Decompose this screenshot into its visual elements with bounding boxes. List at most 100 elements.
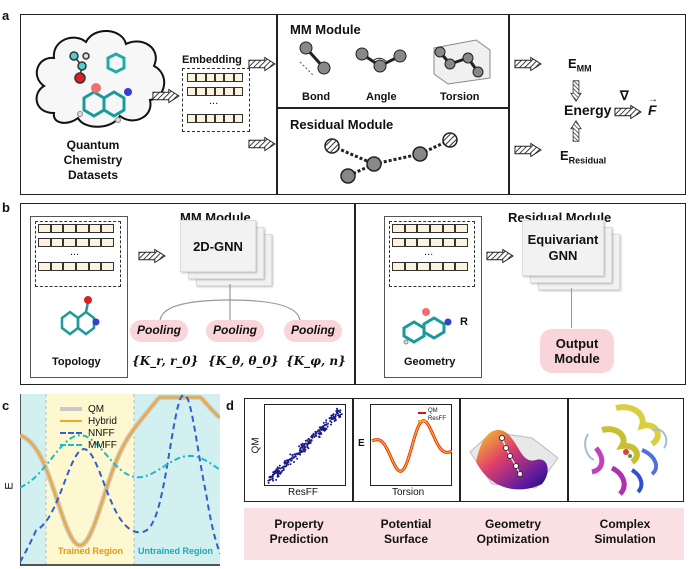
residual-module-title: Residual Module [290, 117, 394, 132]
scatter-point [269, 478, 271, 481]
embedding-row [392, 238, 469, 247]
torsion-legend-qm: QM [428, 408, 438, 414]
protein-complex-icon [584, 404, 668, 496]
scatter-point [275, 478, 278, 481]
e-residual-label: EResidual [560, 148, 606, 166]
residual-chain-icon [324, 132, 458, 184]
legend-item-hybrid: Hybrid [60, 416, 117, 428]
chart-legend: QM Hybrid NNFF MMFF [60, 404, 117, 452]
scatter-point [299, 447, 302, 450]
legend-label-qm: QM [88, 404, 105, 415]
angle-params: {K_θ, θ_0} [208, 354, 279, 368]
residual-connector [571, 288, 573, 328]
scatter-point [304, 439, 307, 442]
e-res-sub: Residual [568, 155, 607, 166]
bond-params: {K_r, r_0} [132, 354, 199, 368]
up-arrow-icon [570, 120, 582, 142]
scatter-point [307, 437, 310, 440]
scatter-point [304, 442, 307, 445]
embedding-row [38, 238, 115, 247]
mmff-curve [20, 434, 220, 489]
nnff-curve [20, 394, 220, 563]
scatter-point [289, 453, 292, 456]
panel-d-div1 [352, 398, 354, 502]
caption-geometry-optimization: Geometry Optimization [476, 517, 550, 546]
pooling-tree-lines [159, 284, 301, 323]
scatter-point [278, 472, 281, 475]
mm-term-torsion: Torsion [440, 91, 480, 103]
scatter-point [279, 467, 282, 470]
angle-icon [355, 47, 407, 73]
down-arrow-icon [570, 80, 582, 102]
scatter-point [289, 463, 292, 466]
output-module-box [540, 329, 614, 373]
scatter-point [276, 466, 279, 469]
scatter-point [339, 409, 342, 412]
scatter-point [293, 455, 296, 458]
scatter-point [272, 479, 275, 482]
scatter-point [284, 460, 286, 462]
caption-property-prediction: Property Prediction [269, 517, 329, 546]
panel-a-divider-1 [276, 14, 278, 195]
scatter-point [273, 471, 276, 474]
scatter-point [269, 475, 272, 478]
energy-label: Energy [564, 102, 612, 118]
pooling-box-bond [130, 320, 188, 342]
scatter-point [303, 445, 306, 448]
topology-label: Topology [52, 356, 101, 368]
mm-module-title: MM Module [290, 22, 361, 37]
scatter-point [287, 463, 290, 466]
scatter-ylabel: QM [250, 437, 262, 454]
scatter-point [290, 457, 293, 460]
scatter-point [328, 417, 331, 420]
scatter-point [306, 445, 309, 448]
legend-label-hybrid: Hybrid [88, 416, 117, 427]
scatter-point [322, 421, 325, 424]
legend-label-nnff: NNFF [88, 428, 115, 439]
scatter-point [320, 432, 323, 435]
scatter-point [278, 464, 281, 467]
scatter-point [307, 447, 310, 450]
scatter-point [315, 434, 318, 437]
force-label: → F [648, 94, 658, 118]
topology-molecule-icon [60, 296, 100, 336]
arrow-icon [248, 136, 276, 152]
panel-d-label: d [226, 398, 234, 413]
scatter-point [271, 477, 274, 480]
scatter-point [284, 461, 287, 464]
nabla-symbol: ∇ [620, 88, 629, 103]
scatter-point [339, 411, 342, 414]
embedding-label: Embedding [182, 54, 242, 66]
scatter-point [281, 466, 283, 469]
legend-label-mmff: MMFF [88, 440, 117, 451]
scatter-point [287, 461, 290, 464]
scatter-plot [264, 404, 346, 486]
embedding-row [392, 262, 469, 271]
embedding-row [38, 262, 115, 271]
scatter-point [325, 419, 328, 422]
scatter-point [319, 428, 322, 431]
arrow-icon [514, 142, 542, 158]
embedding-dashed [35, 221, 121, 287]
untrained-region-label: Untrained Region [138, 546, 214, 556]
scatter-point [297, 452, 300, 455]
dataset-cloud-icon [35, 30, 165, 128]
scatter-point [330, 418, 333, 421]
scatter-point [298, 449, 301, 452]
equivariant-gnn-card: Equivariant GNN [522, 220, 604, 276]
scatter-point [303, 450, 306, 453]
torsion-xlabel: Torsion [392, 487, 425, 498]
torsion-plot [370, 404, 452, 486]
caption-potential-surface: Potential Surface [380, 517, 432, 546]
scatter-point [330, 423, 332, 426]
scatter-point [295, 452, 298, 455]
energy-axis-label: E [3, 482, 16, 490]
panel-d-div2 [459, 398, 461, 502]
scatter-point [293, 461, 295, 463]
scatter-point [322, 425, 325, 427]
scatter-point [318, 433, 321, 436]
scatter-point [317, 429, 320, 432]
panel-a-divider-2 [508, 14, 510, 195]
energy-curve-chart [20, 394, 220, 566]
panel-c-label: c [2, 398, 10, 413]
